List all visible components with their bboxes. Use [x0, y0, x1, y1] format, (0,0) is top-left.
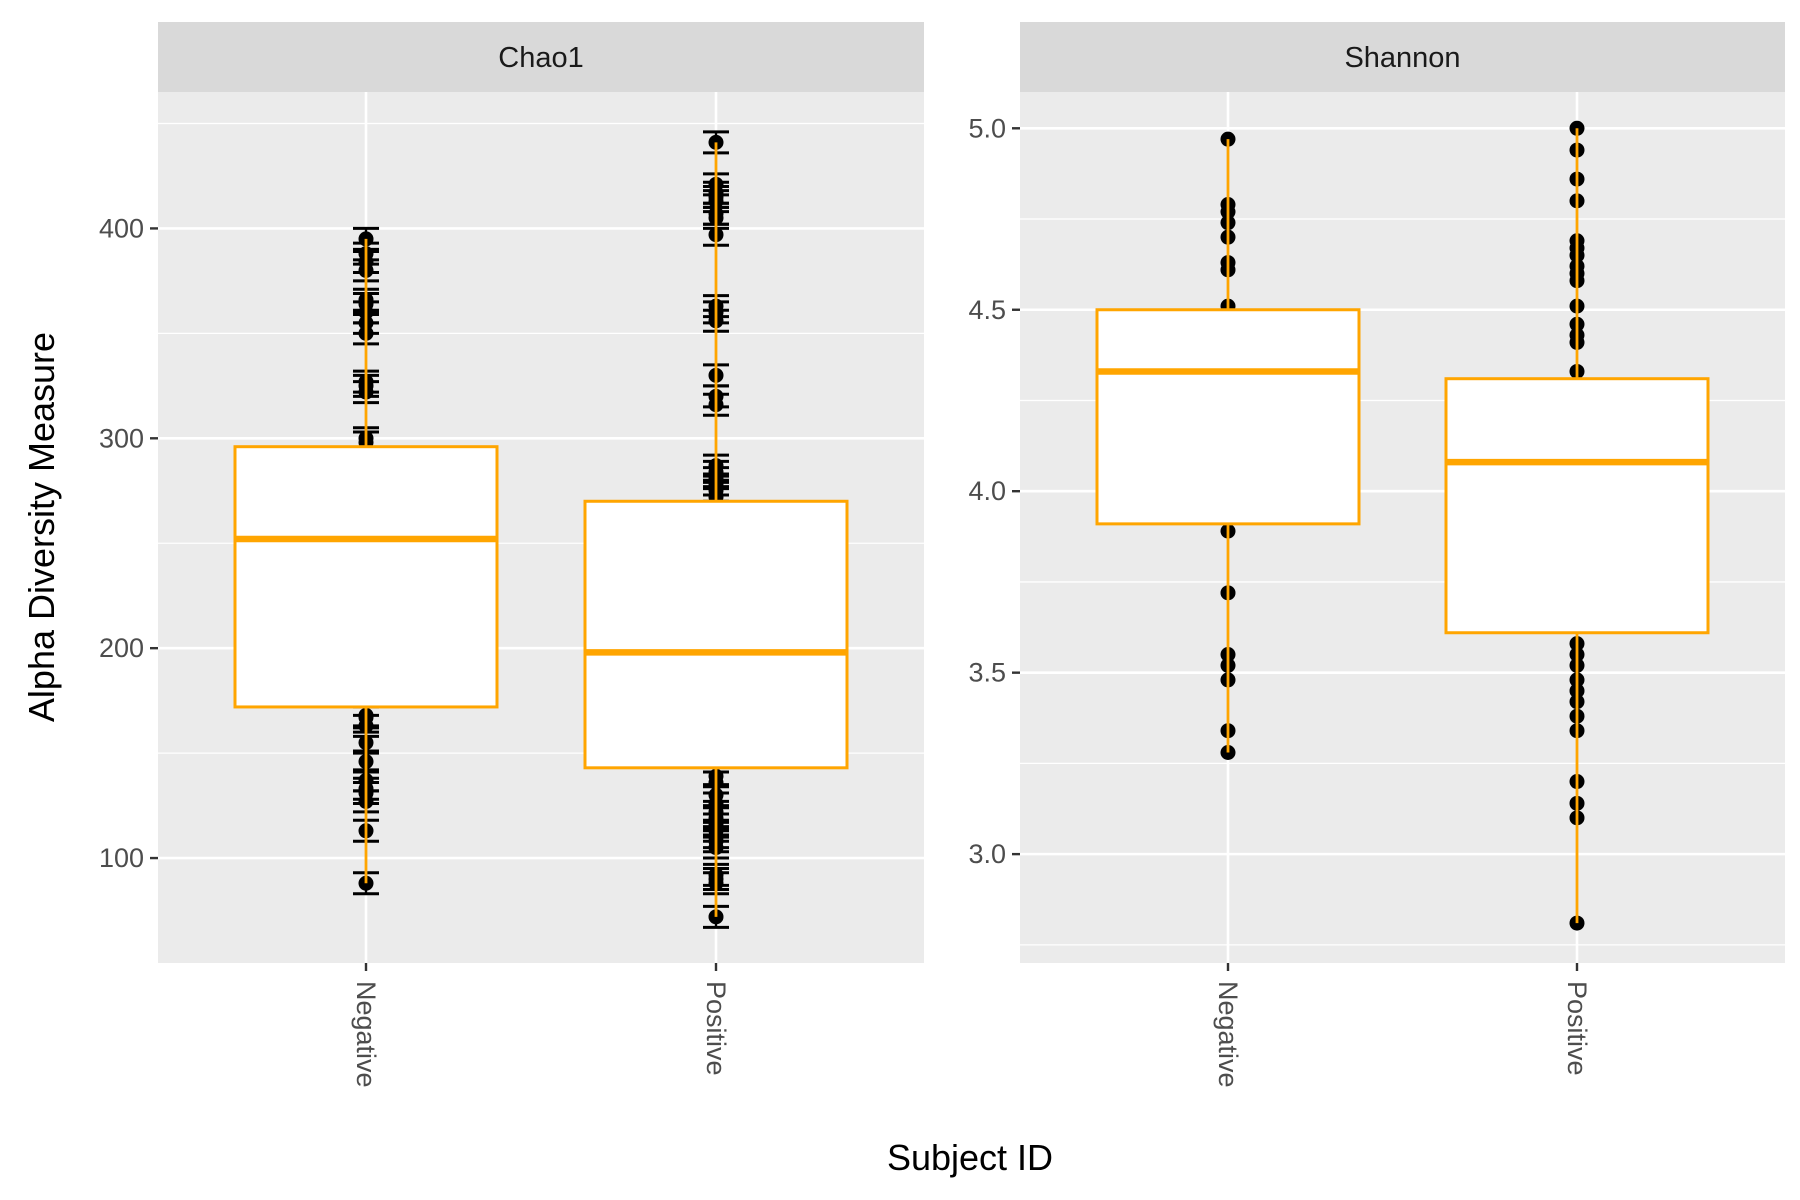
y-tick-label: 4.5 [968, 295, 1006, 325]
x-tick-label-positive: Positive [1562, 981, 1592, 1076]
facet-strip [1020, 22, 1785, 92]
box-iqr [233, 445, 499, 709]
y-tick-label: 4.0 [968, 476, 1006, 506]
facet-strip-title: Chao1 [498, 42, 583, 74]
x-axis-title: Subject ID [887, 1137, 1053, 1178]
y-tick-label: 3.5 [968, 658, 1006, 688]
y-axis-title: Alpha Diversity Measure [21, 332, 62, 722]
box-group-negative [1095, 131, 1361, 761]
facet-panel-shannon: Shannon 3.0 3.5 4.0 4.5 5.0 Negative Positive [968, 22, 1785, 1088]
y-tick-label: 5.0 [968, 113, 1006, 143]
box-group-negative [233, 226, 499, 896]
facet-strip [158, 22, 924, 92]
box-group-positive [583, 130, 849, 929]
box-iqr [583, 499, 849, 770]
y-tick-label: 400 [99, 213, 144, 243]
facet-strip-title: Shannon [1344, 42, 1460, 74]
box-iqr [1444, 377, 1710, 635]
box-group-positive [1444, 120, 1710, 931]
y-tick-label: 100 [99, 843, 144, 873]
facet-panel-chao1: Chao1 100 200 300 400 Negative Positive [99, 22, 924, 1088]
y-tick-label: 3.0 [968, 839, 1006, 869]
y-tick-label: 200 [99, 633, 144, 663]
box-iqr [1095, 308, 1361, 526]
x-tick-label-negative: Negative [1213, 981, 1243, 1088]
x-tick-label-positive: Positive [701, 981, 731, 1076]
y-tick-label: 300 [99, 423, 144, 453]
x-tick-label-negative: Negative [351, 981, 381, 1088]
